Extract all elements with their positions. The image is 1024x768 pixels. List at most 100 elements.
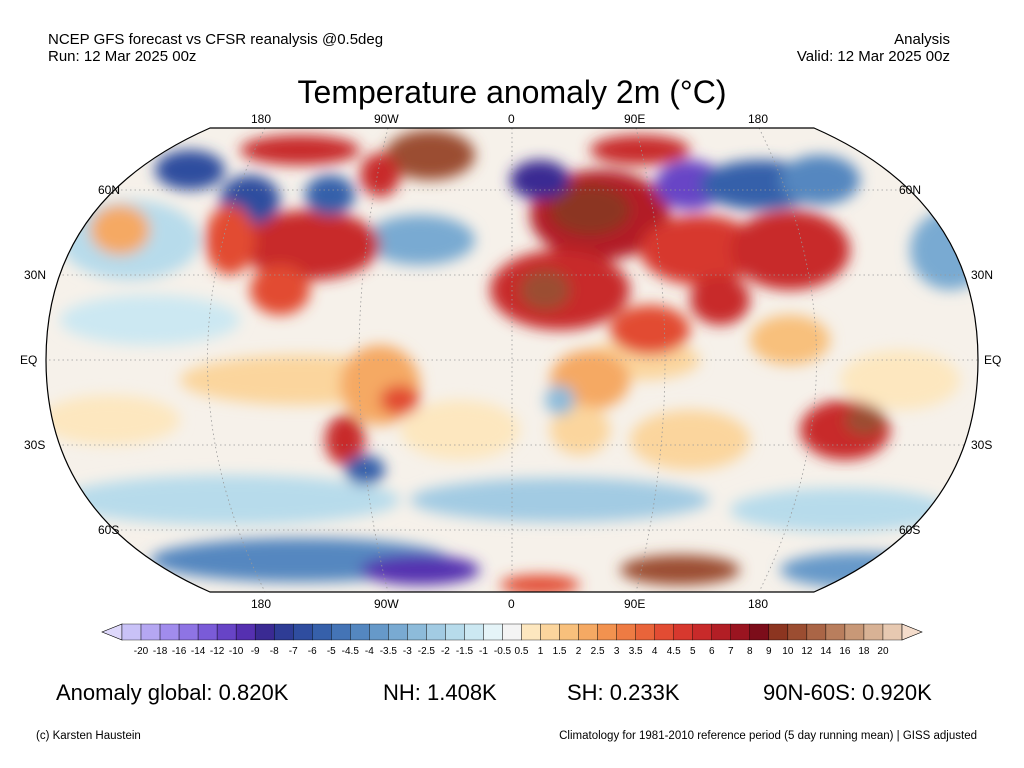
colorbar-swatch [369,623,389,641]
colorbar-swatch [273,623,294,641]
lat-label-right-60s: 60S [899,523,921,537]
colorbar-swatch [521,623,541,641]
colorbar-swatch [178,623,199,641]
lon-label-top-180e: 180 [748,112,769,126]
colorbar-tick-label: 8 [747,646,753,657]
arctic-anomaly: 90N-60S: 0.920K [763,680,932,705]
lat-label-left-60s: 60S [98,523,120,537]
lon-label-bottom-180e: 180 [748,597,769,611]
colorbar-swatch [806,623,827,641]
colorbar-swatch [768,623,789,641]
colorbar-swatch [312,623,332,641]
colorbar-tick-label: -2 [440,646,450,657]
colorbar-tick-label: -3.5 [379,646,397,657]
colorbar-tick-label: -10 [228,646,244,657]
valid-time: Valid: 12 Mar 2025 00z [796,48,950,65]
globe-outline [45,127,979,593]
graticule [46,128,978,592]
colorbar-swatch [407,623,427,641]
colorbar-tick-label: -14 [190,646,206,657]
colorbar-tick-label: 10 [782,646,794,657]
colorbar-tick-label: 7 [727,646,734,657]
colorbar-swatch [654,623,674,641]
colorbar-tick-label: 20 [877,646,889,657]
colorbar-swatch [730,623,751,641]
colorbar-tick-label: 2.5 [590,646,605,657]
colorbar-tick-label: 1.5 [552,646,567,657]
copyright: (c) Karsten Haustein [36,730,141,742]
colorbar-swatch [235,623,256,641]
colorbar-tick-label: -4.5 [341,646,359,657]
colorbar-tick-label: 5 [689,646,696,657]
colorbar-tick-label: 3 [613,646,620,657]
colorbar-swatch [882,623,903,641]
colorbar-tick-label: -7 [288,646,298,657]
colorbar-swatch [197,623,218,641]
colorbar-tick-label: 9 [766,646,772,657]
map-title: Temperature anomaly 2m (°C) [297,74,727,110]
colorbar-swatch [502,623,522,641]
colorbar-swatch [464,623,484,641]
colorbar-swatch [293,623,313,641]
colorbar-tick-label: 3.5 [628,646,643,657]
colorbar-swatch [388,623,408,641]
colorbar-tick-label: -4 [364,646,374,657]
colorbar-swatch [331,623,351,641]
colorbar-swatch [254,623,275,641]
colorbar-swatch [559,623,579,641]
globe-field [46,128,978,592]
colorbar [101,623,923,641]
run-time: Run: 12 Mar 2025 00z [48,48,197,65]
colorbar-swatch [445,623,465,641]
colorbar-swatch [844,623,865,641]
colorbar-swatch [540,623,560,641]
colorbar-swatch [711,623,731,641]
colorbar-under-arrow [101,623,123,641]
climatology-note: Climatology for 1981-2010 reference peri… [559,730,977,742]
lat-label-right-30s: 30S [971,438,993,452]
colorbar-tick-label: -20 [133,646,149,657]
colorbar-over-arrow [901,623,923,641]
analysis-label: Analysis [894,31,950,48]
lon-label-bottom-90e: 90E [624,597,646,611]
colorbar-swatch [216,623,237,641]
colorbar-tick-label: -6 [307,646,317,657]
colorbar-tick-label: -2.5 [417,646,435,657]
colorbar-tick-label: 14 [820,646,832,657]
lat-label-right-60n: 60N [899,183,922,197]
lon-label-bottom-0: 0 [508,597,515,611]
colorbar-swatch [121,623,142,641]
colorbar-tick-label: 18 [858,646,870,657]
colorbar-tick-label: 12 [801,646,813,657]
lat-label-right-eq: EQ [984,353,1002,367]
lon-label-bottom-90w: 90W [374,597,399,611]
colorbar-tick-label: 0.5 [514,646,529,657]
colorbar-swatch [578,623,598,641]
colorbar-tick-label: -1 [479,646,488,657]
lon-label-top-90w: 90W [374,112,399,126]
colorbar-swatch [673,623,693,641]
colorbar-swatch [483,623,503,641]
colorbar-swatch [635,623,655,641]
lat-label-left-30n: 30N [24,268,47,282]
colorbar-swatch [616,623,636,641]
model-description: NCEP GFS forecast vs CFSR reanalysis @0.… [48,31,384,48]
colorbar-tick-label: 4.5 [666,646,681,657]
colorbar-swatch [787,623,808,641]
colorbar-swatch [140,623,161,641]
colorbar-tick-label: 4 [651,646,658,657]
colorbar-swatch [159,623,180,641]
colorbar-tick-label: 6 [708,646,715,657]
lon-label-top-0: 0 [508,112,515,126]
colorbar-tick-label: -18 [152,646,168,657]
colorbar-swatch [350,623,370,641]
lon-label-bottom-180w: 180 [251,597,272,611]
colorbar-tick-label: -8 [269,646,279,657]
colorbar-swatch [426,623,446,641]
colorbar-tick-label: 1 [537,646,544,657]
colorbar-tick-label: -9 [250,646,260,657]
lon-label-top-90e: 90E [624,112,646,126]
colorbar-tick-label: -16 [171,646,187,657]
colorbar-swatch [825,623,846,641]
